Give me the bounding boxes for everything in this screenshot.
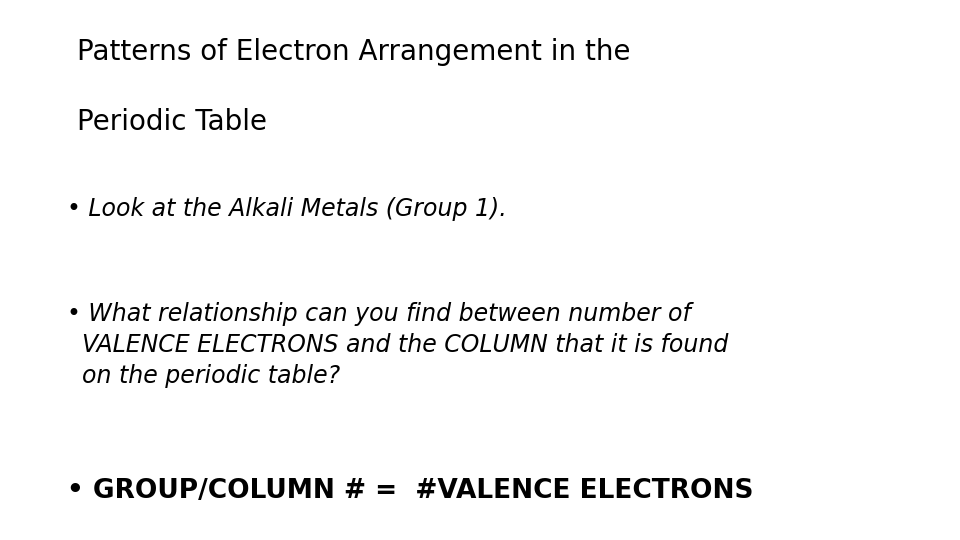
Text: Periodic Table: Periodic Table — [77, 108, 267, 136]
Text: • GROUP/COLUMN # =  #VALENCE ELECTRONS: • GROUP/COLUMN # = #VALENCE ELECTRONS — [67, 478, 754, 504]
Text: • What relationship can you find between number of
  VALENCE ELECTRONS and the C: • What relationship can you find between… — [67, 302, 729, 388]
Text: Patterns of Electron Arrangement in the: Patterns of Electron Arrangement in the — [77, 38, 631, 66]
Text: • Look at the Alkali Metals (Group 1).: • Look at the Alkali Metals (Group 1). — [67, 197, 507, 221]
